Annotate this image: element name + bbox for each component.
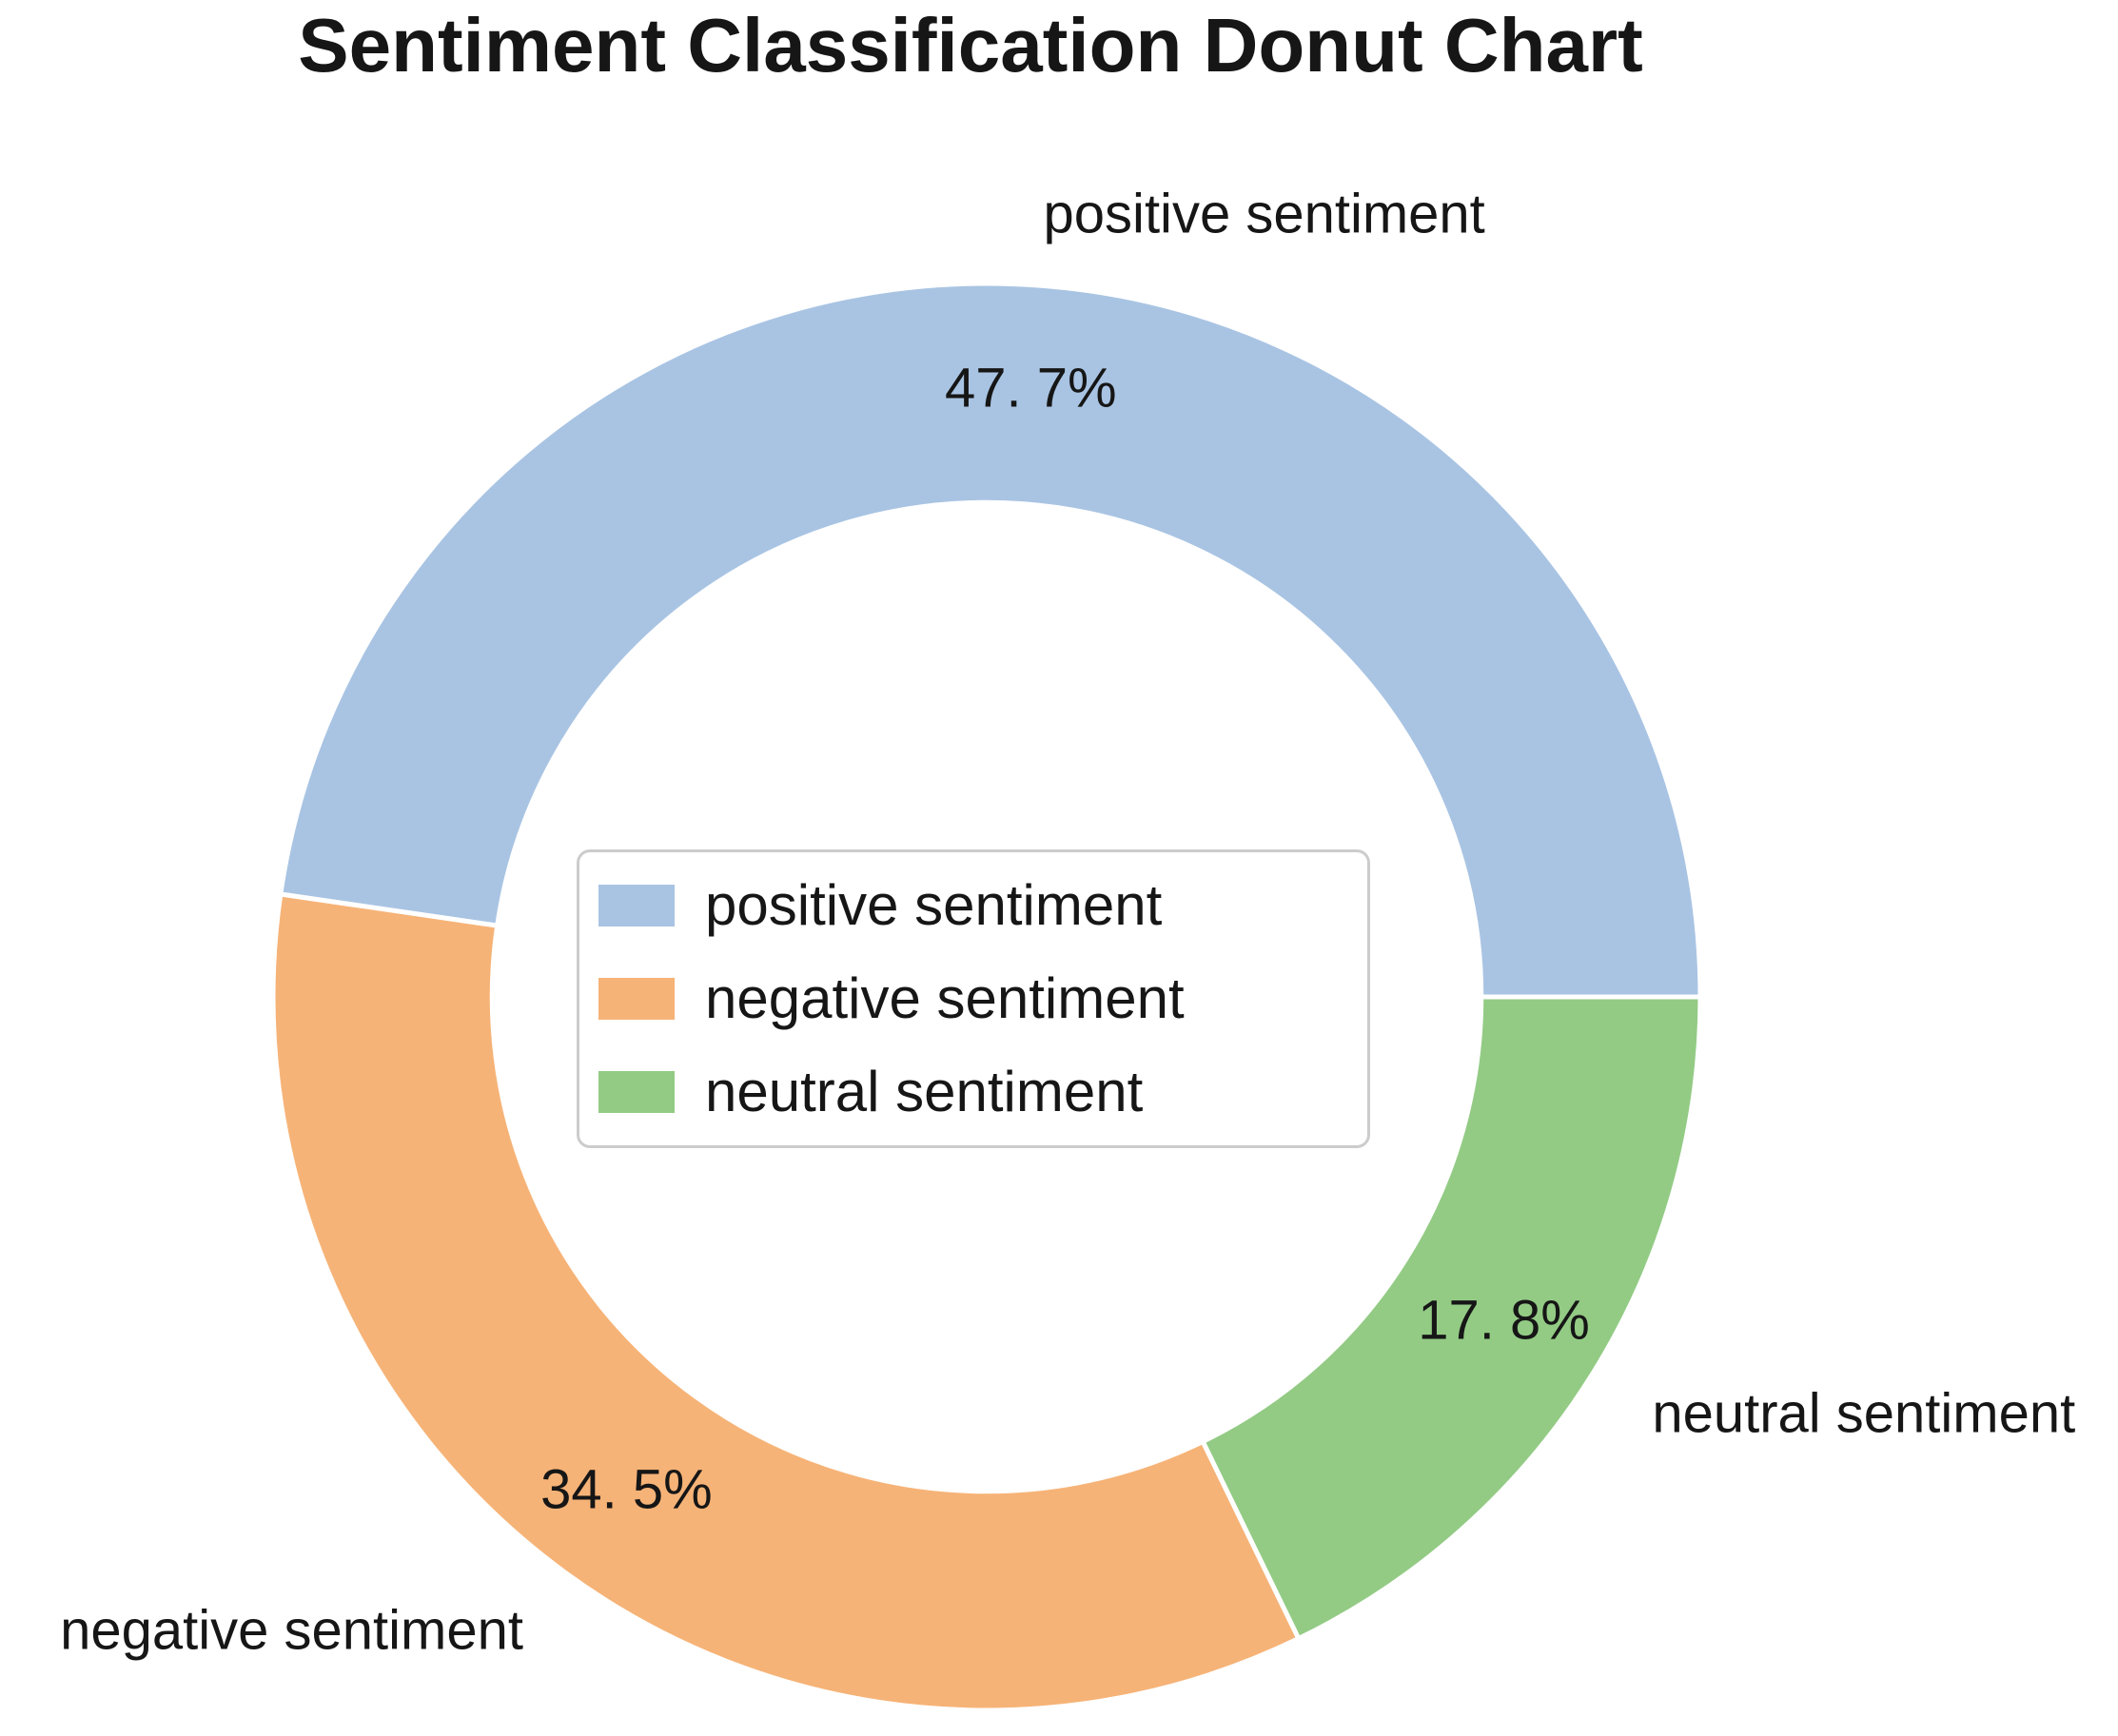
legend-swatch-neutral-sentiment <box>598 1071 675 1113</box>
chart-title: Sentiment Classification Donut Chart <box>298 3 1643 88</box>
category-label-positive-sentiment: positive sentiment <box>1043 183 1485 245</box>
legend-label: positive sentiment <box>705 873 1163 937</box>
legend-item: neutral sentiment <box>598 1063 1367 1121</box>
legend-swatch-positive-sentiment <box>598 885 675 927</box>
wedge-neutral-sentiment <box>1200 994 1703 1642</box>
wedge-positive-sentiment <box>278 281 1703 1000</box>
percent-label-negative-sentiment: 34. 5% <box>540 1458 713 1521</box>
legend-item: negative sentiment <box>598 970 1367 1027</box>
legend: positive sentiment negative sentiment ne… <box>577 849 1370 1148</box>
category-label-negative-sentiment: negative sentiment <box>60 1599 523 1662</box>
wedge-negative-sentiment <box>270 891 1302 1713</box>
legend-swatch-negative-sentiment <box>598 978 675 1020</box>
category-label-neutral-sentiment: neutral sentiment <box>1652 1382 2076 1445</box>
percent-label-neutral-sentiment: 17. 8% <box>1418 1289 1590 1352</box>
legend-label: neutral sentiment <box>705 1060 1144 1123</box>
legend-label: negative sentiment <box>705 966 1185 1030</box>
legend-item: positive sentiment <box>598 877 1367 934</box>
percent-label-positive-sentiment: 47. 7% <box>944 357 1117 419</box>
